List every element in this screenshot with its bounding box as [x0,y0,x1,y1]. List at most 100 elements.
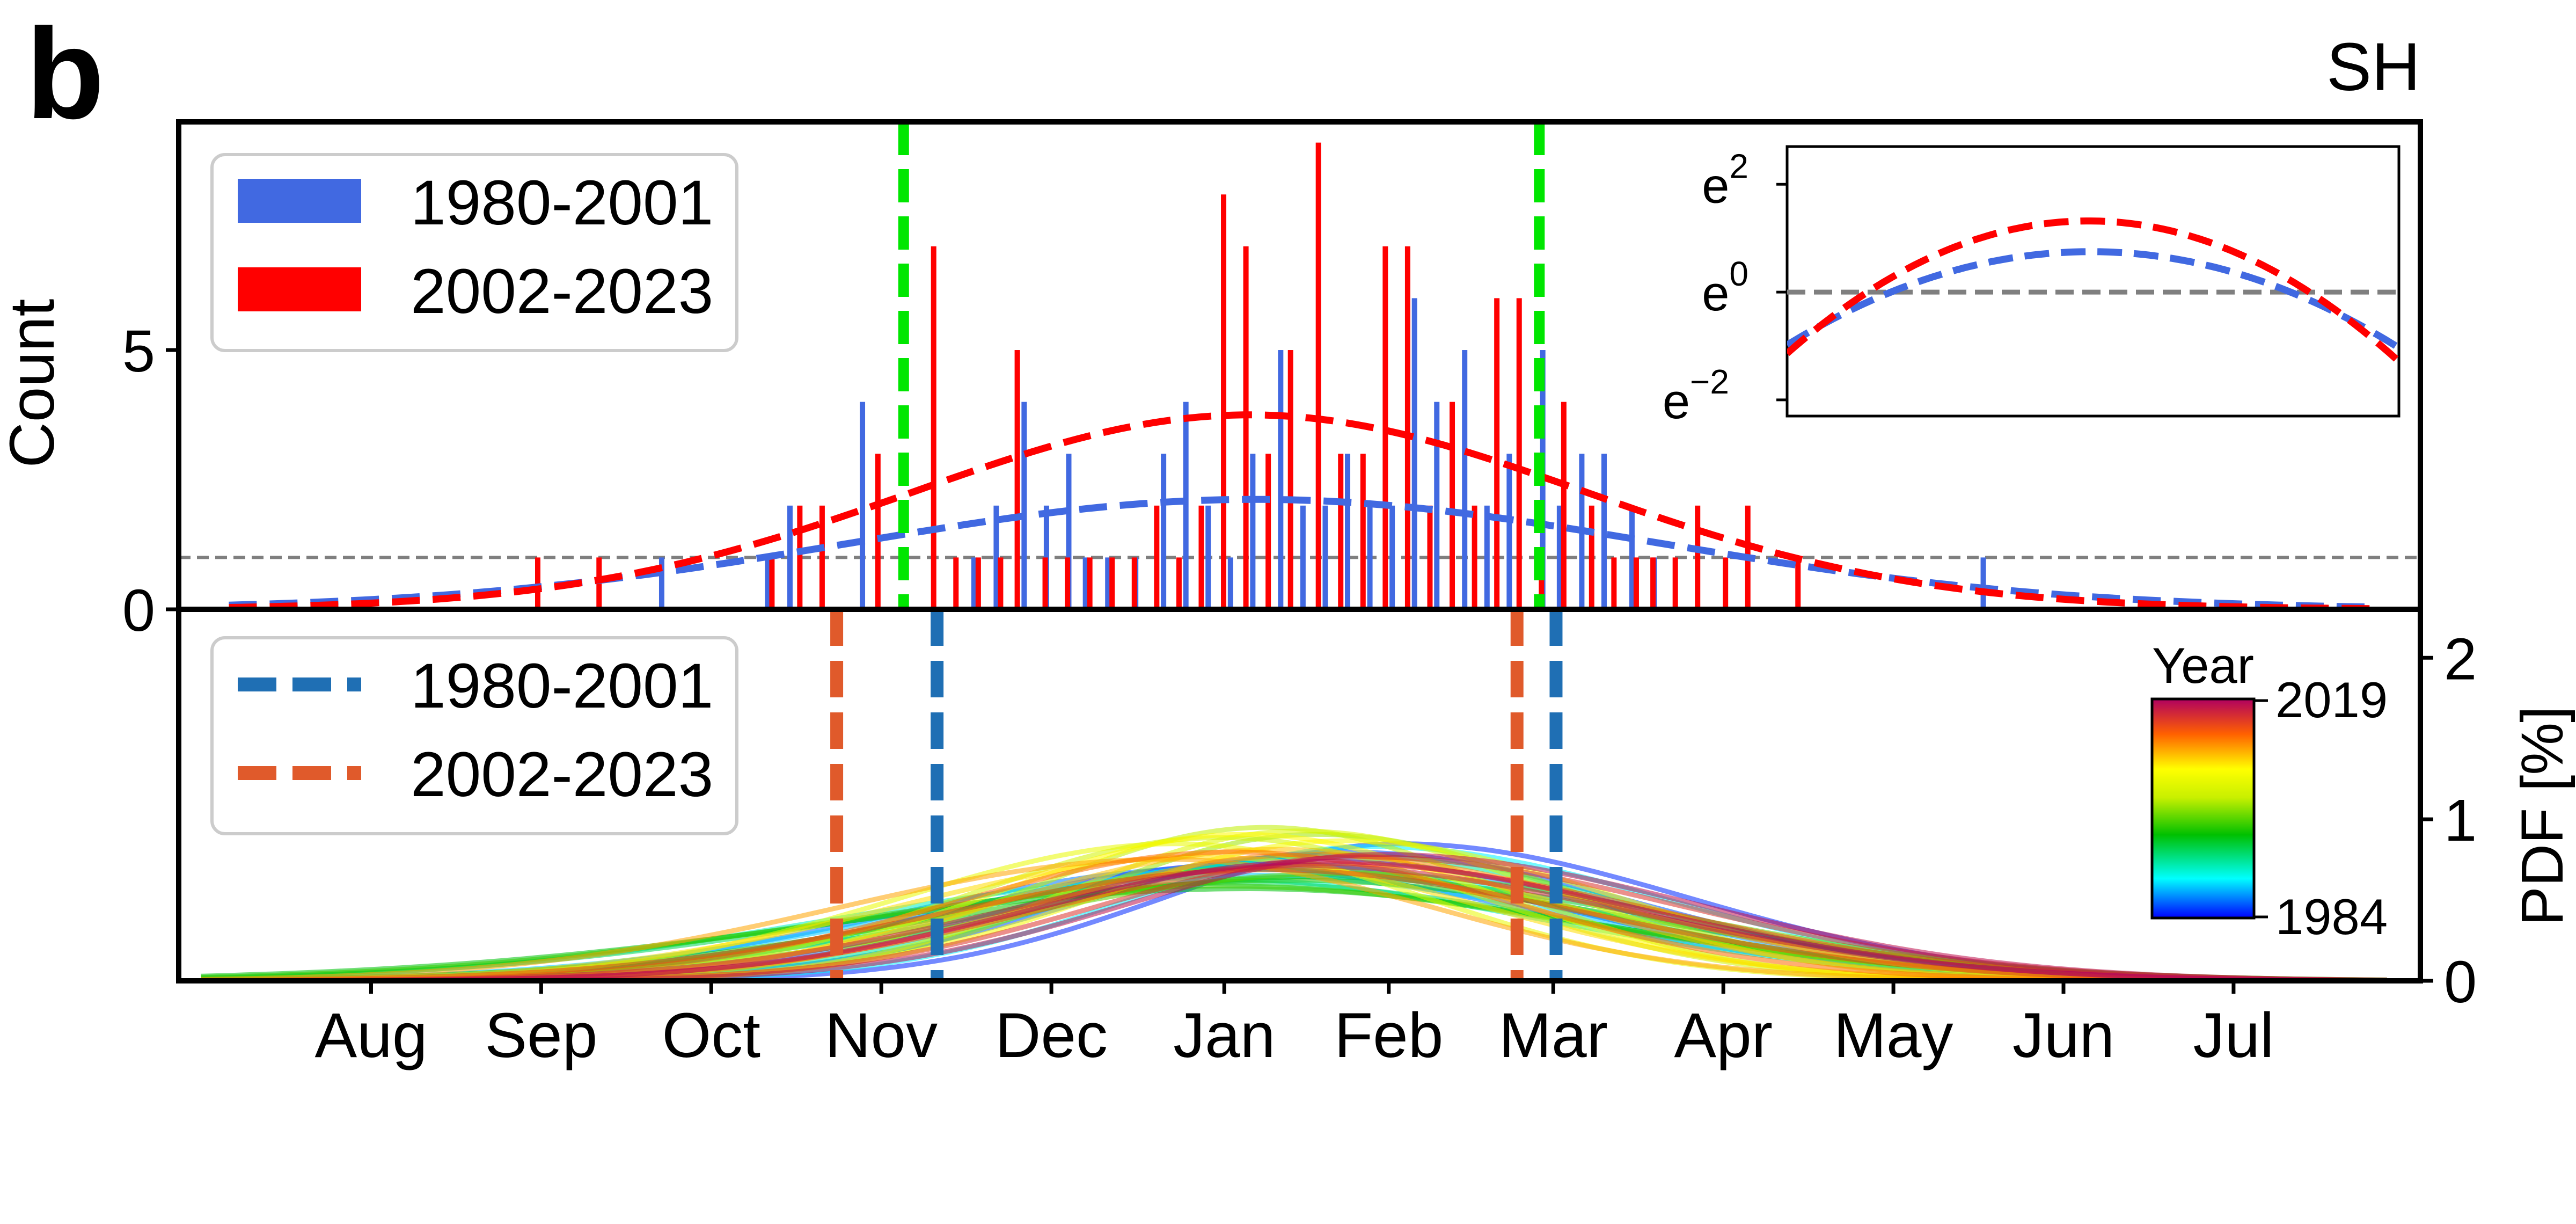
top-legend-label-2002-2023: 2002-2023 [411,256,713,327]
top-bar-red [1176,557,1182,609]
bottom-axes-frame [176,607,2423,983]
top-bar-red [875,454,881,609]
top-bar-red [1611,557,1617,609]
top-bar-blue [1345,454,1351,609]
top-bar-red [1221,194,1227,609]
top-bar-red [1131,557,1137,609]
inset-ytick-label: e2 [1702,147,1748,213]
top-bar-red [1494,298,1500,609]
top-bar-red [1427,505,1433,609]
region-label: SH [2326,29,2420,105]
colorbar-title: Year [2152,637,2254,694]
pdf-line-2019 [201,859,2387,981]
colorbar-max-label: 2019 [2275,672,2388,728]
top-bar-blue [658,557,664,609]
top-bar-red [1360,454,1366,609]
top-fit-curve-blue [229,496,2370,609]
top-bar-blue [1161,454,1167,609]
top-bar-red [1404,246,1410,609]
top-ytick-label: 5 [122,318,155,384]
bottom-ytick-label: 1 [2444,788,2477,854]
top-ytick-label: 0 [122,578,155,644]
bottom-vline-layer [830,609,1563,981]
month-tick-label-jan: Jan [1173,1000,1275,1071]
inset-ytick-label: e0 [1702,254,1748,321]
month-tick-label-jun: Jun [2012,1000,2114,1071]
top-bar-blue [1629,505,1635,609]
top-bar-blue [1462,350,1468,609]
inset-curve-blue [1787,248,2399,351]
top-bar-red [1695,505,1701,609]
top-bar-blue [1411,298,1417,609]
top-bars-layer [535,142,1986,609]
month-tick-label-sep: Sep [485,1000,597,1071]
top-bar-red [819,505,825,609]
month-tick-label-jul: Jul [2193,1000,2274,1071]
top-bar-red [1589,505,1594,609]
inset-plot: e2 e0 e−2 [1663,145,2401,429]
pdf-line-2015 [201,867,2387,981]
top-legend: 1980-2001 2002-2023 [210,153,738,352]
top-bar-blue [1082,557,1088,609]
month-tick-label-dec: Dec [995,1000,1108,1071]
top-bar-red [1382,246,1388,609]
top-bar-red [1672,557,1678,609]
bottom-ylabel: PDF [%] [2509,706,2575,926]
bottom-ytick-label: 0 [2444,949,2477,1015]
top-bar-red [797,505,803,609]
pdf-line-1995 [201,880,2387,981]
top-bar-blue [1300,505,1306,609]
top-bar-blue [765,557,771,609]
top-bar-red [975,557,981,609]
top-vline-layer [898,122,1545,609]
inset-ytick-label: e−2 [1663,362,1729,429]
top-bar-red [1109,557,1115,609]
inset-curve-red [1787,217,2399,365]
top-fit-curve-red [229,411,2370,609]
top-bar-red [1014,350,1020,609]
top-bar-blue [1105,557,1111,609]
top-bar-blue [1322,505,1328,609]
top-bar-red [1561,402,1567,609]
top-bar-blue [1556,505,1562,609]
inset-yticks: e2 e0 e−2 [1663,147,1787,429]
bottom-legend: 1980-2001 2002-2023 [210,636,738,835]
month-tick-label-aug: Aug [314,1000,427,1071]
top-bar-red [1065,557,1071,609]
top-fit-layer [229,411,2370,609]
panel-letter: b [26,2,105,145]
top-bar-red [1154,505,1160,609]
top-bar-red [1042,557,1048,609]
top-bar-blue [1980,557,1986,609]
top-bar-red [998,557,1004,609]
top-bar-red [1450,402,1455,609]
month-tick-label-feb: Feb [1334,1000,1443,1071]
top-bar-red [1516,298,1522,609]
top-bar-blue [1066,454,1072,609]
top-bar-red [1287,350,1293,609]
month-tick-label-oct: Oct [662,1000,761,1071]
top-bar-red [1472,505,1477,609]
top-bar-blue [971,557,977,609]
bottom-ytick-label: 2 [2444,626,2477,692]
top-bar-blue [1183,402,1189,609]
bottom-legend-label-1980-2001: 1980-2001 [411,651,713,722]
top-bar-red [1633,557,1639,609]
top-bar-red [931,246,936,609]
top-bar-red [1315,142,1321,609]
top-bar-blue [993,505,999,609]
top-legend-label-1980-2001: 1980-2001 [411,167,713,238]
month-tick-label-may: May [1834,1000,1953,1071]
top-bar-blue [1278,350,1284,609]
bottom-panel: 1980-2001 2002-2023 Year 2019 1984 0 1 2 P… [176,607,2575,1071]
bottom-legend-frame [210,636,738,835]
top-bar-red [1087,557,1093,609]
top-bar-red [1723,557,1729,609]
top-legend-swatch-blue [238,179,361,223]
top-bar-blue [1021,402,1027,609]
top-bar-blue [787,505,793,609]
top-bar-red [1338,454,1344,609]
top-bar-blue [1506,454,1512,609]
top-legend-swatch-red [238,267,361,311]
month-x-axis: Aug Sep Oct Nov Dec Jan Feb Mar Apr May Jun Jul [314,981,2274,1071]
